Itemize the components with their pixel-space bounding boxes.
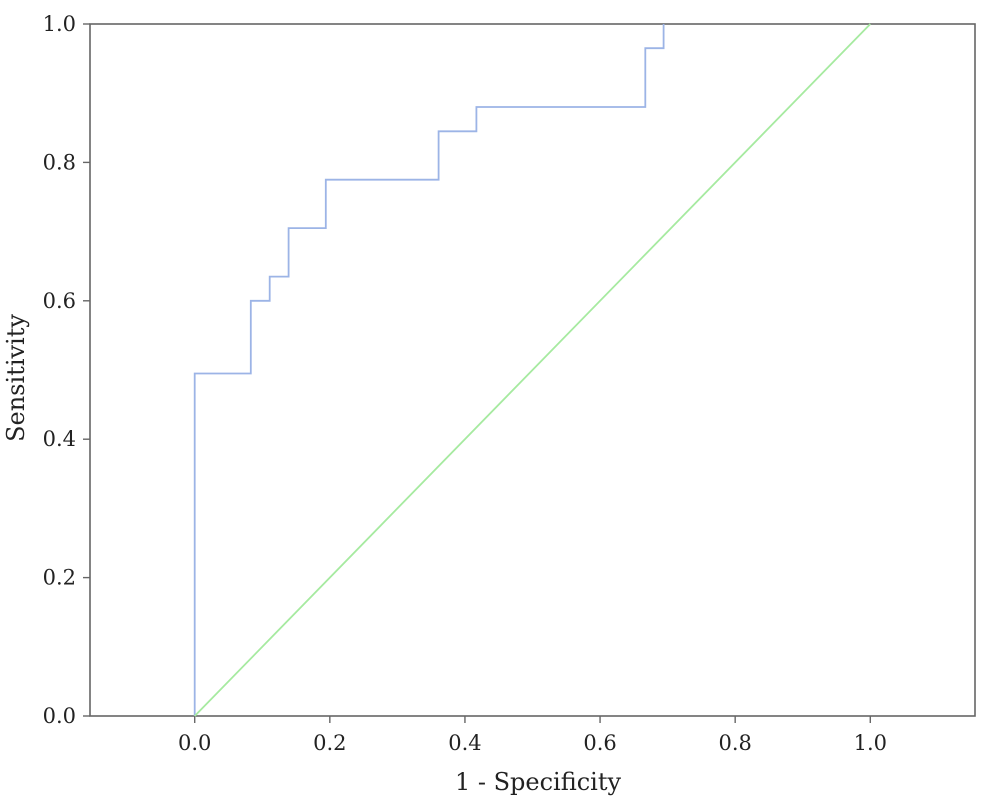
x-tick-label: 0.6 — [583, 731, 616, 755]
plot-frame — [89, 23, 976, 717]
x-tick-label: 1.0 — [854, 731, 887, 755]
y-tick-label: 0.4 — [43, 427, 76, 451]
x-tick-label: 0.4 — [448, 731, 481, 755]
x-tick-label: 0.0 — [178, 731, 211, 755]
y-tick-label: 0.2 — [43, 566, 76, 590]
x-axis: 0.0 0.2 0.4 0.6 0.8 1.0 — [178, 716, 887, 755]
reference-line — [194, 23, 871, 717]
series-layer — [193, 23, 871, 717]
x-tick-label: 0.8 — [718, 731, 751, 755]
x-axis-title: 1 - Specificity — [455, 768, 622, 796]
y-tick-label: 0.6 — [43, 289, 76, 313]
y-tick-label: 1.0 — [43, 12, 76, 36]
y-tick-label: 0.0 — [43, 704, 76, 728]
y-axis-title: Sensitivity — [2, 314, 30, 442]
roc-curve — [193, 24, 665, 716]
y-axis: 0.0 0.2 0.4 0.6 0.8 1.0 — [43, 12, 90, 728]
y-tick-label: 0.8 — [43, 150, 76, 174]
x-tick-label: 0.2 — [313, 731, 346, 755]
